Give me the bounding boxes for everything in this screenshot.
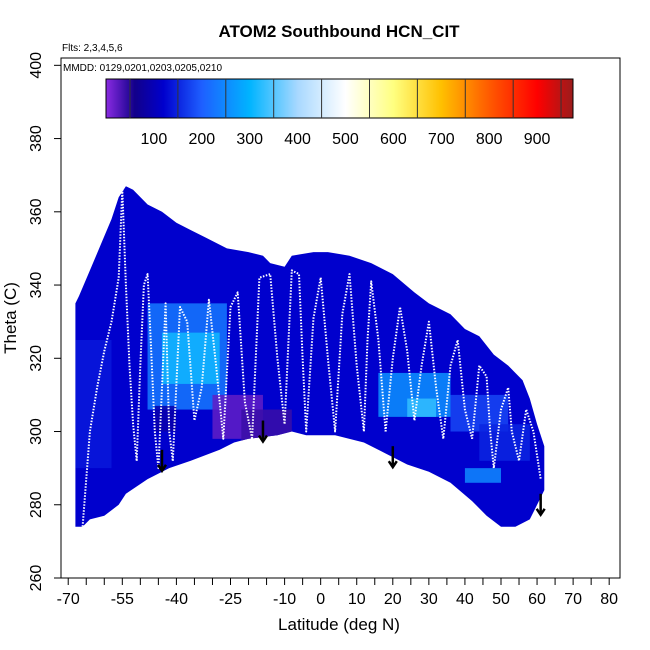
x-axis-label: Latitude (deg N) (278, 615, 400, 634)
data-patch-11 (479, 424, 530, 461)
colorbar-tick-label: 500 (332, 131, 359, 148)
colorbar-tick-label: 200 (188, 131, 215, 148)
arrow-marker-4 (535, 493, 546, 518)
x-tick-label: -55 (111, 591, 134, 608)
x-tick-label: 70 (564, 591, 582, 608)
plot-area (60, 57, 621, 579)
x-tick-label: 0 (316, 591, 325, 608)
colorbar-tick-label: 600 (380, 131, 407, 148)
y-axis: 260 280 300 320 340 360 380 400 (28, 52, 61, 591)
flight-track-4 (251, 269, 322, 439)
x-tick-label: -10 (273, 591, 296, 608)
x-tick-label: 80 (600, 591, 618, 608)
y-tick-label: 360 (28, 198, 45, 225)
colorbar-gradient (105, 78, 574, 119)
colorbar-tick-label: 100 (141, 131, 168, 148)
data-domain (75, 186, 545, 527)
x-tick-label: 20 (384, 591, 402, 608)
y-tick-label: 400 (28, 52, 45, 79)
colorbar-tick-label: 800 (476, 131, 503, 148)
plot-frame (60, 57, 621, 579)
flight-track-1 (81, 188, 138, 527)
flight-track-2 (135, 273, 174, 470)
y-tick-label: 340 (28, 272, 45, 299)
data-patch-10 (464, 468, 501, 483)
y-tick-label: 280 (28, 491, 45, 518)
data-patch-3 (154, 405, 177, 432)
y-tick-label: 300 (28, 418, 45, 445)
y-tick-label: 380 (28, 125, 45, 152)
flight-track-7 (471, 364, 542, 480)
y-tick-label: 260 (28, 565, 45, 592)
arrow-marker-3 (387, 446, 398, 470)
x-tick-label: -70 (57, 591, 80, 608)
x-tick-label: 60 (528, 591, 546, 608)
colorbar-tick-label: 700 (428, 131, 455, 148)
x-tick-label: 30 (420, 591, 438, 608)
x-axis: -70 -55 -40 -25 -10 0 10 20 30 40 50 60 70 80 (57, 578, 618, 608)
x-tick-label: 10 (348, 591, 366, 608)
arrow-marker-1 (156, 449, 168, 474)
x-tick-label: 40 (456, 591, 474, 608)
colorbar-tick-label: 300 (236, 131, 263, 148)
chart-title: ATOM2 Southbound HCN_CIT (218, 22, 460, 41)
colorbar-tick-label: 900 (524, 131, 551, 148)
flights-note: Flts: 2,3,4,5,6 (62, 43, 123, 54)
colorbar-tick-label: 400 (284, 131, 311, 148)
y-tick-label: 320 (28, 345, 45, 372)
flight-track-6 (384, 306, 474, 440)
x-tick-label: 50 (492, 591, 510, 608)
arrow-marker-2 (257, 420, 269, 444)
dates-note: MMDD: 0129,0201,0203,0205,0210 (63, 63, 222, 74)
colorbar: 100 200 300 400 500 600 700 800 900 (105, 78, 574, 148)
y-axis-label: Theta (C) (1, 282, 20, 354)
flight-track-3 (171, 291, 254, 461)
x-tick-label: -40 (165, 591, 188, 608)
x-tick-label: -25 (219, 591, 242, 608)
flight-track-5 (319, 273, 387, 433)
